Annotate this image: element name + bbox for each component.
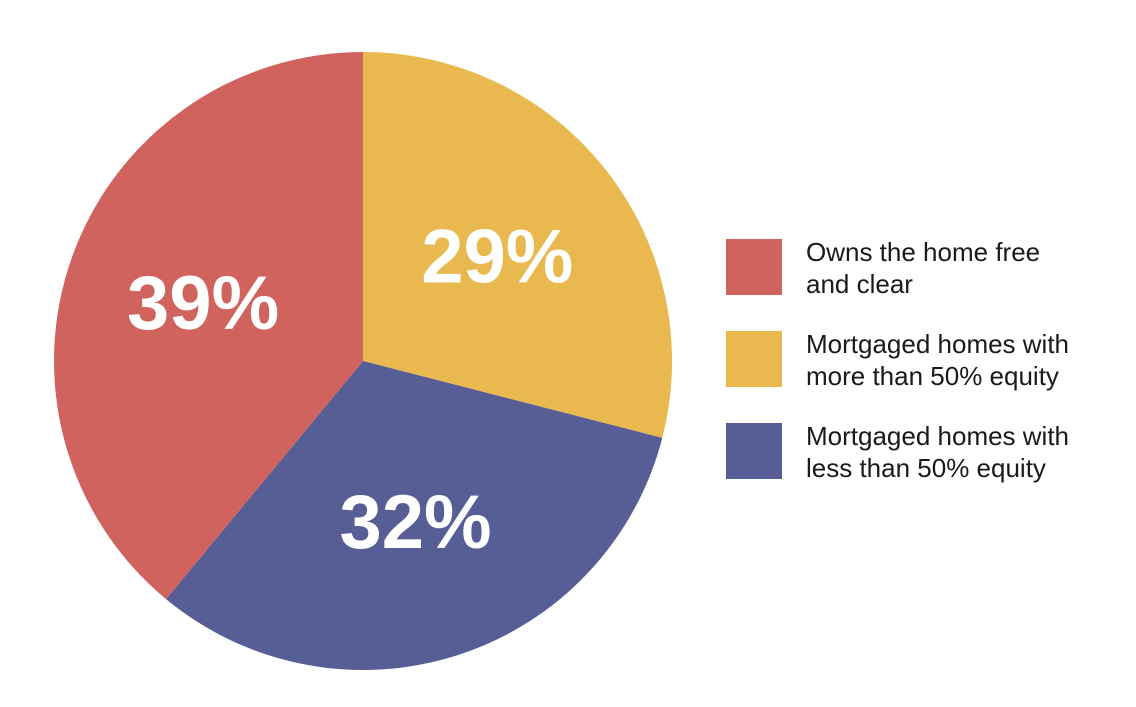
legend-label-line: Mortgaged homes with (806, 421, 1070, 451)
chart-legend: Owns the home free and clear Mortgaged h… (726, 236, 1126, 512)
legend-swatch (726, 423, 782, 479)
legend-item-owns-free-and-clear: Owns the home free and clear (726, 236, 1126, 328)
pie-slice (166, 361, 663, 670)
legend-label: Mortgaged homes with more than 50% equit… (806, 328, 1126, 392)
legend-item-more-than-50-equity: Mortgaged homes with more than 50% equit… (726, 328, 1126, 420)
pie-slice-value-label: 29% (421, 214, 573, 299)
pie-slice (363, 52, 672, 438)
legend-label-line: less than 50% equity (806, 453, 1046, 483)
legend-label: Mortgaged homes with less than 50% equit… (806, 420, 1126, 484)
legend-label-line: Owns the home free (806, 237, 1041, 267)
legend-label-line: and clear (806, 269, 913, 299)
pie-slice (54, 52, 363, 600)
legend-label-line: more than 50% equity (806, 361, 1059, 391)
legend-label: Owns the home free and clear (806, 236, 1126, 300)
legend-swatch (726, 239, 782, 295)
legend-swatch (726, 331, 782, 387)
pie-slice-value-label: 39% (127, 261, 279, 346)
legend-item-less-than-50-equity: Mortgaged homes with less than 50% equit… (726, 420, 1126, 512)
pie-slice-value-label: 32% (339, 480, 491, 565)
legend-label-line: Mortgaged homes with (806, 329, 1070, 359)
